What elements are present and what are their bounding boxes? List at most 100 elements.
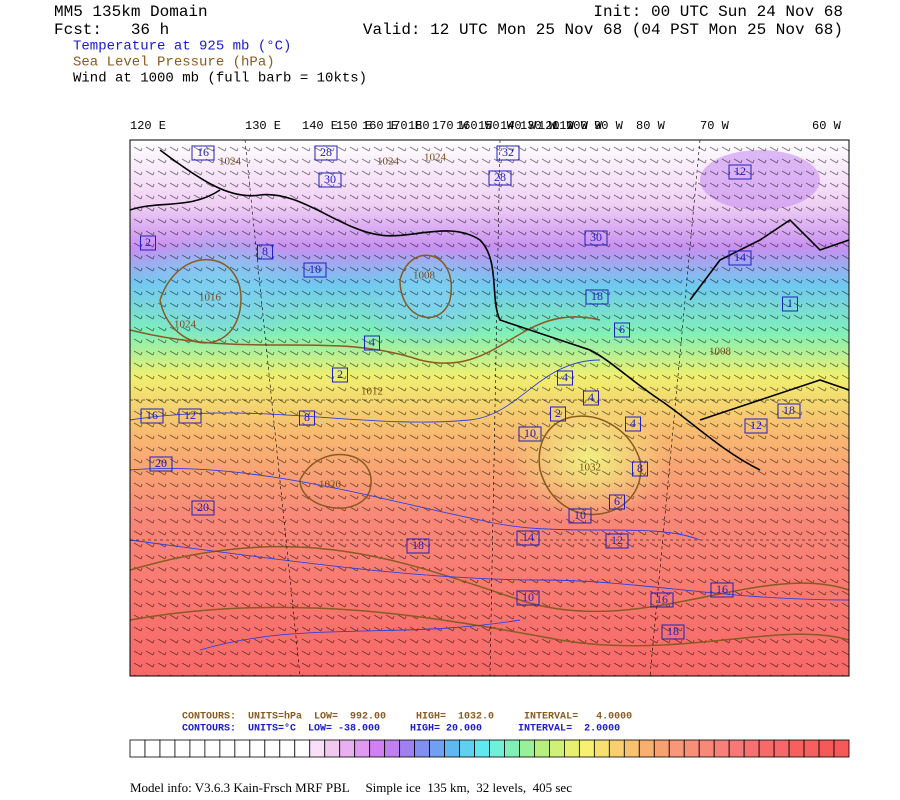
longitude-label: 110 W xyxy=(552,119,589,133)
longitude-label: 160 E xyxy=(362,119,398,133)
pressure-label: 1016 xyxy=(199,292,222,304)
pressure-label: 1024 xyxy=(377,156,400,168)
longitude-label: 130 W xyxy=(520,119,557,133)
temperature-label: 4 xyxy=(588,390,594,404)
colorbar-cell xyxy=(444,739,460,758)
map-field xyxy=(130,140,849,676)
temperature-label: 8 xyxy=(304,410,310,424)
colorbar-cell xyxy=(219,739,236,758)
temperature-label: 16 xyxy=(716,582,728,596)
temperature-label: 6 xyxy=(614,494,620,508)
colorbar-cell xyxy=(638,739,655,758)
colorbar-cell xyxy=(474,739,490,758)
temperature-label: 2 xyxy=(145,235,151,249)
temperature-label-box xyxy=(332,367,348,383)
temperature-label-box xyxy=(257,244,273,260)
temperature-label: 8 xyxy=(637,461,643,475)
colorbar-cell xyxy=(773,739,790,758)
temperature-label: 10 xyxy=(522,590,534,604)
temperature-label: 10 xyxy=(524,426,536,440)
temperature-label: 20 xyxy=(155,456,167,470)
model-info: Model info: V3.6.3 Kain-Frsch MRF PBL Si… xyxy=(130,780,572,795)
temperature-label: 18 xyxy=(667,624,679,638)
colorbar-cell xyxy=(399,739,416,758)
temperature-label-box xyxy=(191,145,215,161)
temperature-label-box xyxy=(496,145,520,161)
temperature-label-box xyxy=(140,408,164,424)
temperature-label-box xyxy=(303,262,327,278)
colorbar-cell xyxy=(623,739,640,758)
contour-info: CONTOURS: UNITS=°C LOW= -38.000 HIGH= 20… xyxy=(182,723,620,735)
field-label: Sea Level Pressure (hPa) xyxy=(73,55,275,71)
temperature-label: 12 xyxy=(750,418,762,432)
longitude-label: 140 W xyxy=(500,119,537,133)
colorbar-cell xyxy=(159,739,176,758)
temperature-label-box xyxy=(609,494,625,510)
colorbar-cell xyxy=(504,739,520,758)
longitude-label: 140 E xyxy=(302,119,338,133)
colorbar-cell xyxy=(698,739,715,758)
temperature-label: 10 xyxy=(574,508,586,522)
temperature-label: 18 xyxy=(591,289,603,303)
temperature-label: 2 xyxy=(555,406,561,420)
colorbar-cell xyxy=(788,739,805,758)
colorbar-cell xyxy=(309,739,326,758)
colorbar-cell xyxy=(384,739,401,758)
pressure-label: 1012 xyxy=(361,386,383,398)
longitude-label: 180 xyxy=(408,119,430,133)
temperature-label-box xyxy=(605,533,629,549)
colorbar-cell xyxy=(534,739,550,758)
field-label: Wind at 1000 mb (full barb = 10kts) xyxy=(73,71,367,87)
temperature-label-box xyxy=(550,406,566,422)
colorbar-cell xyxy=(204,739,221,758)
colorbar-cell xyxy=(519,739,535,758)
colorbar-cell xyxy=(818,739,835,758)
temperature-label-box xyxy=(568,508,592,524)
temperature-label: 6 xyxy=(619,322,625,336)
colorbar-cell xyxy=(174,739,191,758)
temperature-label: 4 xyxy=(562,370,568,384)
title: MM5 135km Domain xyxy=(54,3,208,21)
temperature-label: 12 xyxy=(734,164,746,178)
temperature-label: 30 xyxy=(324,172,336,186)
longitude-label: 80 W xyxy=(636,119,666,133)
colorbar-cell xyxy=(189,739,206,758)
temperature-label-box xyxy=(516,530,540,546)
pressure-label: 1032 xyxy=(579,462,601,474)
temperature-label-box xyxy=(728,164,752,180)
colorbar-cell xyxy=(578,739,595,758)
temperature-label-box xyxy=(364,335,380,351)
colorbar-cell xyxy=(369,739,386,758)
temperature-label-box xyxy=(318,172,342,188)
temperature-label-box xyxy=(518,426,542,442)
temperature-label-box xyxy=(516,590,540,606)
temperature-label-box xyxy=(777,403,801,419)
temperature-label: 8 xyxy=(262,244,268,258)
temperature-label: 1 xyxy=(787,296,793,310)
colorbar-cell xyxy=(833,739,850,758)
longitude-label: 170 E xyxy=(386,119,422,133)
temperature-label: 30 xyxy=(590,230,602,244)
temperature-label: 14 xyxy=(734,250,746,264)
temperature-label: 16 xyxy=(197,145,209,159)
temperature-label: 16 xyxy=(146,408,158,422)
temperature-label-box xyxy=(140,235,156,251)
temperature-label-box xyxy=(782,296,798,312)
colorbar-cell xyxy=(429,739,445,758)
colorbar-cell xyxy=(279,739,296,758)
colorbar-cell xyxy=(354,739,371,758)
temperature-label-box xyxy=(744,418,768,434)
longitude-label: 170 W xyxy=(432,119,469,133)
colorbar-cell xyxy=(489,739,505,758)
longitude-label: 60 W xyxy=(812,119,842,133)
temperature-label: 16 xyxy=(656,592,668,606)
pressure-label: 1020 xyxy=(319,479,342,491)
temperature-label-box xyxy=(632,461,648,477)
longitude-label: 120 E xyxy=(130,119,166,133)
pressure-label: 1008 xyxy=(709,346,732,358)
temperature-label: 20 xyxy=(197,500,209,514)
forecast: Fcst: 36 h xyxy=(54,21,169,39)
temperature-label-box xyxy=(488,170,512,186)
